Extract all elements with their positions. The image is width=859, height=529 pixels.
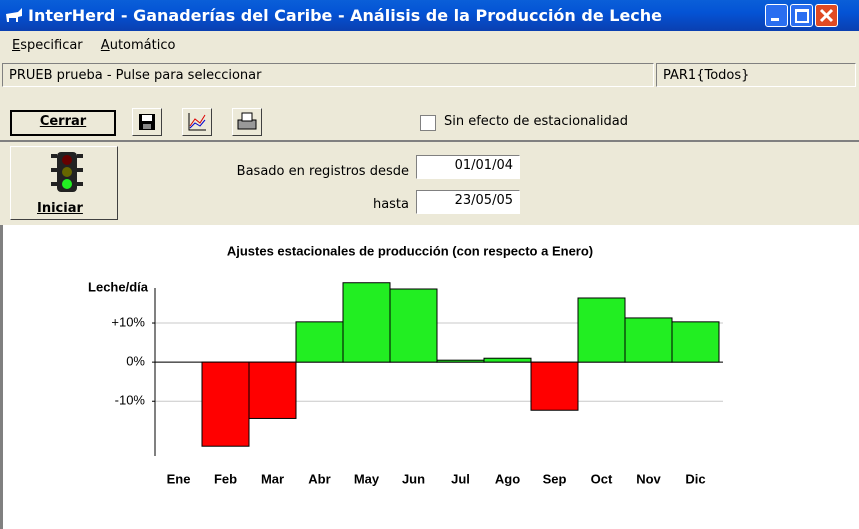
bar xyxy=(483,357,532,363)
menu-item[interactable]: Automático xyxy=(100,38,176,53)
print-button[interactable] xyxy=(232,108,262,136)
parameter-field[interactable]: PAR1{Todos} xyxy=(656,63,856,87)
x-tick-label: Jun xyxy=(402,471,425,486)
separator xyxy=(0,140,859,142)
close-button[interactable]: Cerrar xyxy=(10,110,116,136)
minimize-button[interactable] xyxy=(765,4,788,27)
selection-text: PRUEB prueba - Pulse para seleccionar xyxy=(9,68,262,83)
bar xyxy=(624,317,673,363)
app-icon xyxy=(6,8,22,22)
run-label: Iniciar xyxy=(37,201,83,216)
traffic-light-icon xyxy=(51,152,83,192)
x-tick-label: May xyxy=(354,471,380,486)
maximize-button[interactable] xyxy=(790,4,813,27)
start-date-field[interactable]: 01/01/04 xyxy=(416,155,520,179)
menu-item[interactable]: Especificar xyxy=(12,38,83,53)
x-tick-label: Ene xyxy=(167,471,191,486)
bar xyxy=(342,282,391,363)
y-tick-label: +10% xyxy=(111,314,145,329)
x-tick-label: Sep xyxy=(543,471,567,486)
end-date-field[interactable]: 23/05/05 xyxy=(416,190,520,214)
parameter-text: PAR1{Todos} xyxy=(663,68,750,83)
run-button[interactable]: Iniciar xyxy=(10,146,118,220)
x-tick-label: Oct xyxy=(591,471,613,486)
bar xyxy=(389,288,438,363)
chart-panel: Ajustes estacionales de producción (con … xyxy=(0,225,859,529)
save-button[interactable] xyxy=(132,108,162,136)
chart-title: Ajustes estacionales de producción (con … xyxy=(227,243,593,258)
checkbox-label: Sin efecto de estacionalidad xyxy=(444,114,628,129)
seasonality-checkbox[interactable] xyxy=(420,115,436,131)
x-tick-label: Feb xyxy=(214,471,237,486)
bar xyxy=(530,361,579,411)
y-axis-label: Leche/día xyxy=(88,279,149,294)
bar xyxy=(295,321,344,363)
chart: Ajustes estacionales de producción (con … xyxy=(88,243,723,486)
y-tick-label: -10% xyxy=(115,393,146,408)
bar xyxy=(201,361,250,447)
title-bar: InterHerd - Ganaderías del Caribe - Anál… xyxy=(0,0,859,31)
x-tick-label: Nov xyxy=(636,471,661,486)
y-tick-label: 0% xyxy=(126,354,145,369)
end-label: hasta xyxy=(372,197,409,212)
x-tick-label: Dic xyxy=(685,471,705,486)
bar xyxy=(671,321,720,363)
menu-bar: Especificar Automático xyxy=(0,34,859,58)
close-window-button[interactable] xyxy=(815,4,838,27)
bar xyxy=(248,361,297,419)
x-tick-label: Mar xyxy=(261,471,284,486)
bar xyxy=(436,359,485,363)
selection-field[interactable]: PRUEB prueba - Pulse para seleccionar xyxy=(2,63,654,87)
start-label: Basado en registros desde xyxy=(236,164,409,179)
bar xyxy=(577,297,626,363)
x-tick-label: Jul xyxy=(451,471,470,486)
x-tick-label: Ago xyxy=(495,471,520,486)
graph-button[interactable] xyxy=(182,108,212,136)
x-tick-label: Abr xyxy=(308,471,330,486)
window-title: InterHerd - Ganaderías del Caribe - Anál… xyxy=(28,6,663,25)
